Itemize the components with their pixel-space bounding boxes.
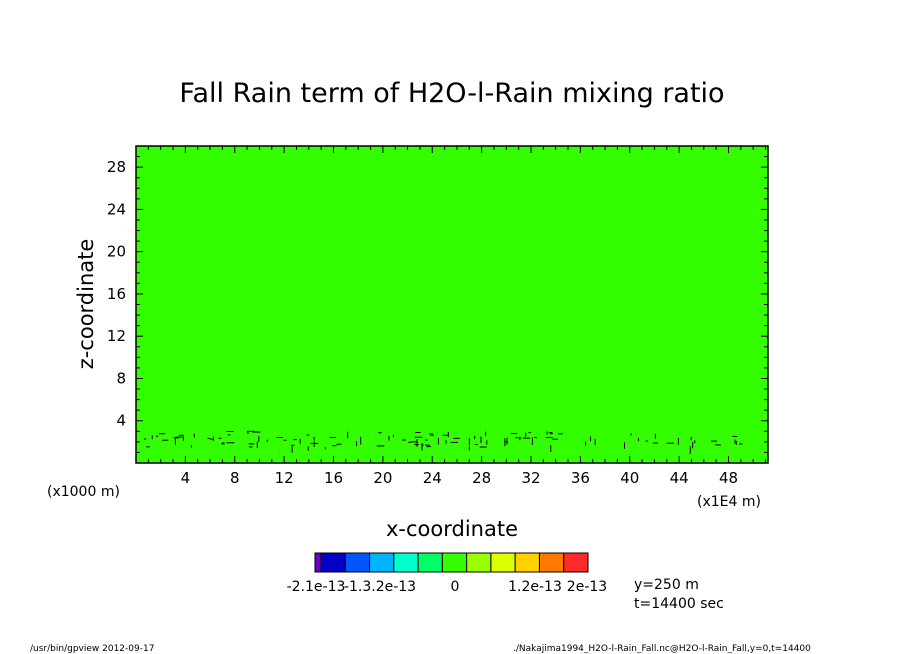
- x-tick-label: 40: [620, 469, 639, 487]
- x-axis-label: x-coordinate: [386, 517, 518, 541]
- colorbar-label: -1.3.2e-13: [344, 579, 416, 595]
- x-unit-left: (x1000 m): [47, 484, 120, 500]
- y-tick-label: 8: [116, 369, 126, 387]
- y-tick-label: 24: [107, 200, 126, 218]
- y-axis: 4 8 12 16 20 24 28: [107, 156, 768, 453]
- colorbar-swatch: [393, 552, 419, 573]
- info-y: y=250 m: [634, 577, 699, 593]
- x-axis: 4 8 12 16 20 24 28 32 36 40 44 48: [147, 146, 767, 487]
- x-tick-label: 28: [472, 469, 491, 487]
- y-tick-label: 12: [107, 327, 126, 345]
- colorbar-swatch: [344, 552, 371, 573]
- colorbar-swatch: [369, 552, 395, 573]
- x-tick-label: 48: [719, 469, 738, 487]
- y-tick-label: 28: [107, 158, 126, 176]
- footer-right: ./Nakajima1994_H2O-l-Rain_Fall.nc@H2O-l-…: [513, 644, 811, 654]
- field-fill: [136, 146, 768, 463]
- colorbar-swatch: [314, 552, 322, 573]
- plot-area: [135, 145, 769, 464]
- colorbar-swatch: [466, 552, 492, 573]
- colorbar-labels: -2.1e-13-1.3.2e-13 0 1.2e-13 2e-13: [287, 579, 608, 595]
- x-tick-label: 12: [275, 469, 294, 487]
- footer-left: /usr/bin/gpview 2012-09-17: [30, 644, 154, 654]
- colorbar-label: 2e-13: [567, 579, 607, 595]
- y-axis-label: z-coordinate: [74, 239, 98, 370]
- colorbar-swatch: [441, 552, 468, 573]
- colorbar-swatch: [490, 552, 516, 573]
- y-tick-label: 20: [107, 243, 126, 261]
- colorbar-label: -2.1e-13: [287, 579, 346, 595]
- colorbar-swatch: [563, 552, 589, 573]
- colorbar-swatch: [417, 552, 443, 573]
- colorbar-swatch: [320, 552, 346, 573]
- x-tick-label: 8: [230, 469, 240, 487]
- colorbar-label: 1.2e-13: [508, 579, 562, 595]
- x-unit-right: (x1E4 m): [697, 494, 761, 510]
- colorbar-swatch: [514, 552, 540, 573]
- x-tick-label: 4: [181, 469, 191, 487]
- chart-title: Fall Rain term of H2O-l-Rain mixing rati…: [179, 78, 724, 109]
- x-tick-label: 32: [521, 469, 540, 487]
- x-tick-label: 36: [571, 469, 590, 487]
- info-t: t=14400 sec: [634, 596, 724, 612]
- x-tick-label: 24: [423, 469, 442, 487]
- y-tick-label: 4: [116, 412, 126, 430]
- x-tick-label: 20: [373, 469, 392, 487]
- x-tick-label: 44: [670, 469, 689, 487]
- colorbar-label: 0: [451, 579, 460, 595]
- y-tick-label: 16: [107, 285, 126, 303]
- colorbar-swatch: [538, 552, 565, 573]
- x-tick-label: 16: [324, 469, 343, 487]
- colorbar: [314, 552, 589, 573]
